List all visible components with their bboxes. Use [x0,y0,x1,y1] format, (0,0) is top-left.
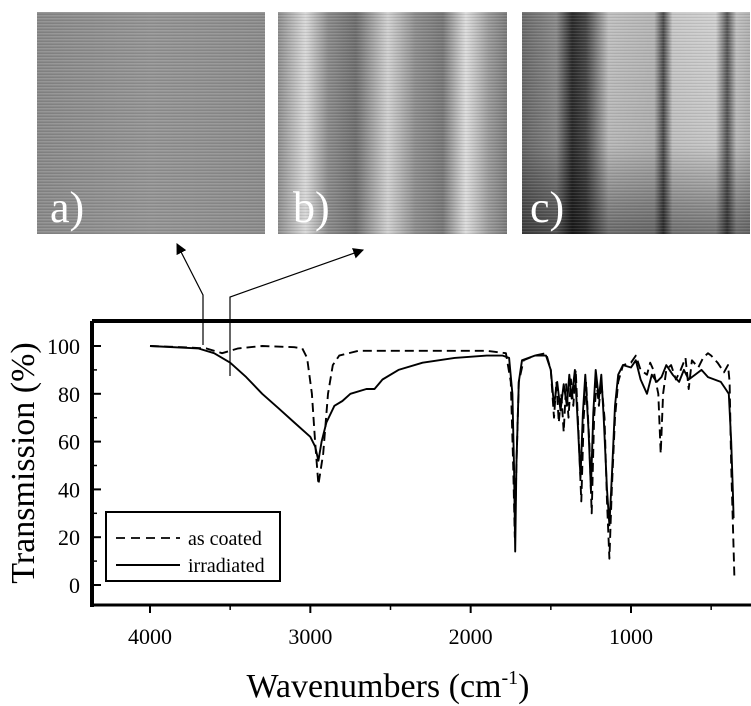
legend-label-irradiated: irradiated [188,555,265,577]
plot-area [149,345,736,578]
plot-frame [90,319,751,607]
x-axis: 4000 3000 2000 1000 [128,605,712,649]
series-line-irradiated [149,345,735,553]
y-tick-label: 80 [58,382,80,407]
annotation-arrows [176,243,365,376]
panel-label-c: c) [530,183,564,232]
y-axis: 0 20 40 60 80 100 [47,334,101,598]
y-tick-label: 60 [58,430,80,455]
x-axis-label: Wavenumbers (cm-1) [247,667,530,705]
x-tick-label: 4000 [128,624,172,649]
panel-label-a: a) [50,183,84,232]
x-tick-label: 2000 [449,624,493,649]
y-tick-label: 100 [47,334,80,359]
x-tick-label: 3000 [288,624,332,649]
legend-label-as-coated: as coated [188,528,262,550]
panel-label-b: b) [293,183,330,232]
arrow-to-panel-b [229,248,365,376]
y-tick-label: 40 [58,477,80,502]
y-tick-label: 20 [58,525,80,550]
micrograph-panel-a: a) [37,12,265,234]
y-axis-label: Transmission (%) [5,342,42,584]
y-tick-label: 0 [69,573,80,598]
arrow-to-panel-a [176,243,204,345]
legend: as coated irradiated [105,511,281,582]
micrograph-panel-c: c) [522,12,750,234]
micrograph-panel-b: b) [278,12,507,234]
x-tick-label: 1000 [609,624,653,649]
